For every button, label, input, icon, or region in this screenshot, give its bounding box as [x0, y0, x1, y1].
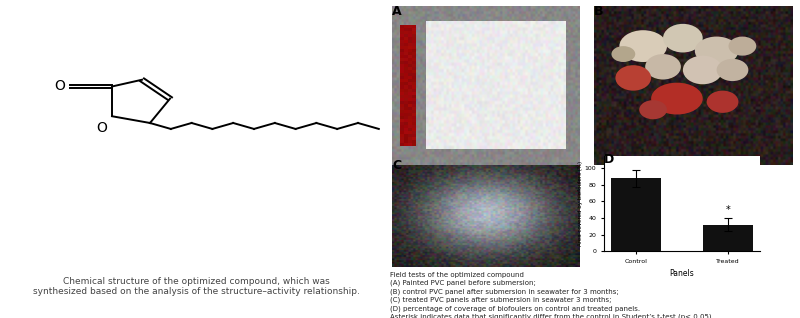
Ellipse shape — [717, 59, 748, 81]
Ellipse shape — [729, 37, 756, 56]
Bar — [611, 178, 662, 251]
Text: A: A — [392, 5, 402, 18]
Ellipse shape — [645, 54, 681, 80]
Ellipse shape — [706, 91, 738, 113]
Y-axis label: Area covered by biofoulers (%): Area covered by biofoulers (%) — [578, 161, 583, 246]
Ellipse shape — [619, 30, 667, 62]
Ellipse shape — [611, 46, 635, 62]
Text: O: O — [54, 80, 65, 93]
Ellipse shape — [683, 56, 722, 84]
Bar — [702, 225, 753, 251]
Ellipse shape — [615, 65, 651, 91]
Ellipse shape — [651, 83, 702, 114]
Text: C: C — [392, 159, 401, 172]
Text: B: B — [594, 5, 603, 18]
Text: Field tests of the optimized compound
(A) Painted PVC panel before submersion;
(: Field tests of the optimized compound (A… — [390, 272, 714, 318]
Text: D: D — [604, 153, 614, 166]
X-axis label: Panels: Panels — [670, 269, 694, 279]
Text: *: * — [726, 205, 730, 215]
Text: O: O — [97, 121, 107, 135]
Ellipse shape — [694, 37, 738, 65]
Ellipse shape — [663, 24, 702, 52]
Ellipse shape — [639, 100, 667, 119]
Text: Chemical structure of the optimized compound, which was
synthesized based on the: Chemical structure of the optimized comp… — [33, 277, 359, 296]
